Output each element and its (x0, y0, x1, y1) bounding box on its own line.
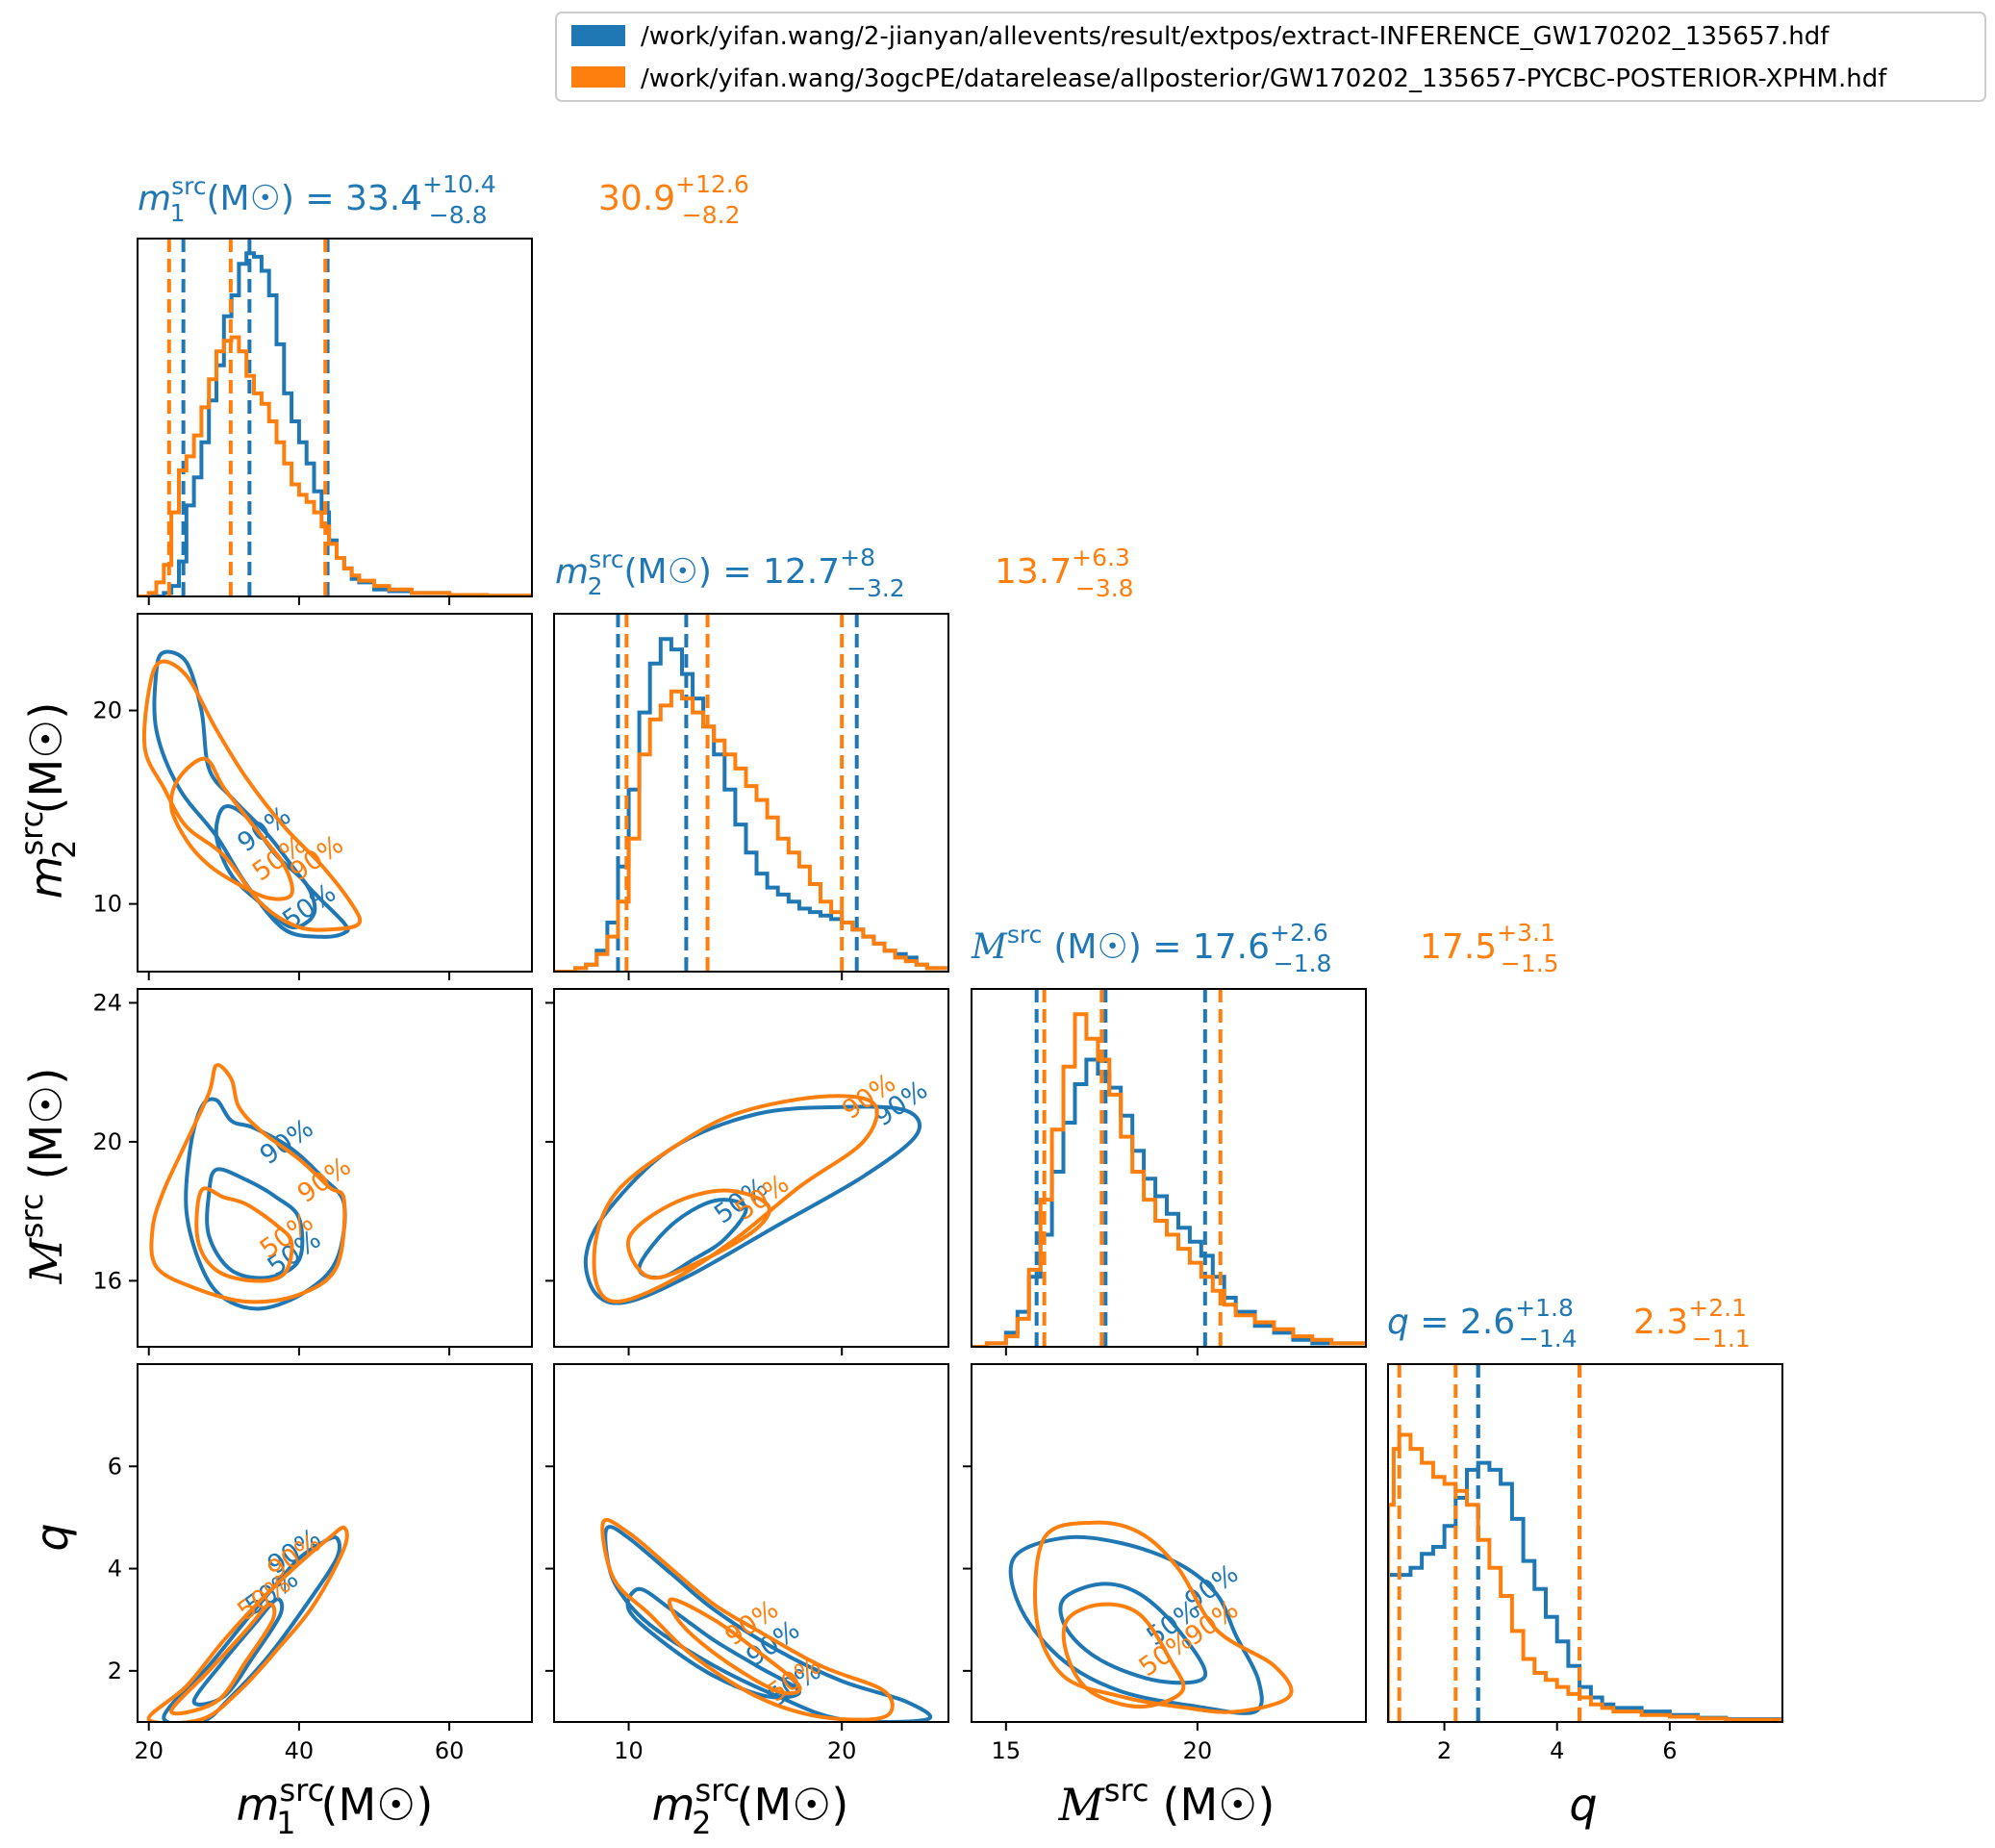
panel-content: 90%50%90%50% (141, 649, 363, 939)
y-tick-label: 20 (92, 697, 122, 724)
contour-q-m2-orange-50 (668, 1597, 802, 1696)
legend-label-orange: /work/yifan.wang/3ogcPE/datarelease/allp… (641, 64, 1887, 93)
panel-frame (553, 613, 949, 973)
x-tick-label: 20 (1183, 1737, 1213, 1764)
panel-frame (971, 988, 1367, 1348)
contour-q-mc-blue-90 (1008, 1534, 1264, 1715)
panel-content (138, 239, 532, 596)
ylabel-q: q (26, 1523, 78, 1551)
contour-mc-m2-orange-50 (625, 1188, 771, 1280)
x-tick-label: 4 (1550, 1737, 1564, 1764)
ylabel-m2: msrc2(M☉) (13, 702, 83, 899)
x-tick-label: 6 (1662, 1737, 1677, 1764)
contour-q-mc-orange-50 (1061, 1602, 1186, 1709)
legend-swatch-blue (571, 25, 625, 46)
hist-m1-orange (138, 335, 532, 596)
panel-frame (137, 613, 533, 973)
title-mc-blue: Msrc (M☉) = 17.6+2.6 −1.8 (971, 919, 1331, 977)
panel-frame (137, 988, 533, 1348)
title-m2-blue: msrc 2 (M☉) = 12.7+8 −3.2 (555, 544, 905, 602)
panel-frame (553, 1363, 949, 1723)
panel-m2-hist (553, 613, 949, 980)
x-tick-label: 20 (134, 1737, 164, 1764)
panel-frame (1387, 1363, 1783, 1723)
title-m2: msrc 2 (M☉) = 12.7+8 −3.2 13.7+6.3 −3.8 (555, 544, 1134, 602)
contour-q-m2-orange-90 (600, 1517, 895, 1722)
y-tick-label: 6 (108, 1453, 122, 1480)
panel-mc-vs-q: 90%50%90%50% 15 20 (963, 1363, 1367, 1764)
title-m1: msrc 1 (M☉) = 33.4+10.4 −8.8 30.9+12.6 −8.2 (138, 170, 749, 229)
contour-q-mc-blue-50 (1058, 1582, 1208, 1685)
x-tick-label: 20 (827, 1737, 857, 1764)
ylabel-mc: Msrc(M☉) (13, 1068, 72, 1285)
y-tick-label: 10 (92, 891, 122, 918)
panel-frame (553, 988, 949, 1348)
hist-mc-blue (972, 1057, 1366, 1347)
panel-content: 90%50%90%50% (600, 1517, 933, 1722)
contour-m2-m1-orange-90 (141, 659, 363, 932)
y-tick-label: 4 (108, 1556, 122, 1582)
title-m1-blue: msrc 1 (M☉) = 33.4+10.4 −8.8 (138, 170, 496, 229)
xlabel-mc: Msrc (M☉) (1058, 1772, 1275, 1831)
y-tick-label: 24 (92, 989, 122, 1016)
contour-mc-m1-orange-90 (149, 1063, 347, 1304)
title-m1-orange: 30.9+12.6 −8.2 (598, 170, 749, 229)
legend-label-blue: /work/yifan.wang/2-jianyan/allevents/res… (641, 22, 1830, 51)
x-tick-label: 40 (285, 1737, 315, 1764)
panel-frame (137, 238, 533, 597)
panel-content (972, 989, 1366, 1347)
panel-frame (137, 1363, 533, 1723)
title-mc: Msrc (M☉) = 17.6+2.6 −1.8 17.5+3.1 −1.5 (971, 919, 1559, 977)
title-m2-orange: 13.7+6.3 −3.8 (995, 544, 1134, 602)
panel-mc-hist (971, 988, 1367, 1355)
hist-mc-orange (972, 1012, 1366, 1347)
x-tick-label: 60 (435, 1737, 465, 1764)
panel-content: 90%50%90%50% (1008, 1520, 1294, 1715)
contour-m2-m1-blue-90 (152, 649, 350, 939)
title-q-orange: 2.3+2.1 −1.1 (1633, 1294, 1751, 1353)
contour-mc-m2-blue-90 (583, 1104, 922, 1305)
x-tick-label: 10 (614, 1737, 644, 1764)
contour-mc-m1-blue-90 (184, 1097, 347, 1311)
title-q-blue: q = 2.6+1.8 −1.4 (1387, 1294, 1578, 1353)
contour-q-m2-blue-50 (625, 1586, 801, 1700)
contour-q-m1-orange-90 (146, 1525, 349, 1722)
contour-m2-m1-orange-50 (168, 756, 294, 901)
contour-mc-m2-orange-90 (592, 1094, 879, 1304)
hist-q-orange (1388, 1432, 1782, 1722)
panel-q-hist: 2 4 6 (1387, 1363, 1783, 1764)
contour-mc-m1-orange-50 (194, 1186, 294, 1283)
panel-m1-vs-m2: 90%50%90%50% 10 20 (92, 613, 533, 980)
title-q: q = 2.6+1.8 −1.4 2.3+2.1 −1.1 (1387, 1294, 1751, 1353)
y-tick-label: 16 (92, 1267, 122, 1294)
xlabel-q: q (1569, 1779, 1597, 1831)
legend: /work/yifan.wang/2-jianyan/allevents/res… (555, 12, 1986, 102)
contour-q-mc-orange-90 (1033, 1520, 1294, 1714)
contour-q-m1-orange-50 (169, 1602, 277, 1716)
hist-q-blue (1388, 1460, 1782, 1722)
panel-m1-hist (137, 238, 533, 605)
title-mc-orange: 17.5+3.1 −1.5 (1420, 919, 1559, 977)
panel-content (554, 614, 948, 972)
xlabel-m2: msrc 2 (M☉) (652, 1772, 849, 1841)
panel-frame (971, 1363, 1367, 1723)
xlabel-m1: msrc 1 (M☉) (237, 1772, 434, 1841)
y-tick-label: 20 (92, 1128, 122, 1155)
y-tick-label: 2 (108, 1658, 122, 1684)
x-tick-label: 15 (992, 1737, 1022, 1764)
panel-content (1388, 1364, 1782, 1722)
panel-m2-vs-q: 90%50%90%50% 10 20 (545, 1363, 949, 1764)
hist-m2-orange (554, 689, 948, 972)
x-tick-label: 2 (1437, 1737, 1452, 1764)
x-axis-labels: msrc 1 (M☉) msrc 2 (M☉) Msrc (M☉) q (237, 1772, 1598, 1841)
y-axis-labels: msrc2(M☉) Msrc(M☉) q (13, 702, 83, 1552)
legend-swatch-orange (571, 66, 625, 88)
